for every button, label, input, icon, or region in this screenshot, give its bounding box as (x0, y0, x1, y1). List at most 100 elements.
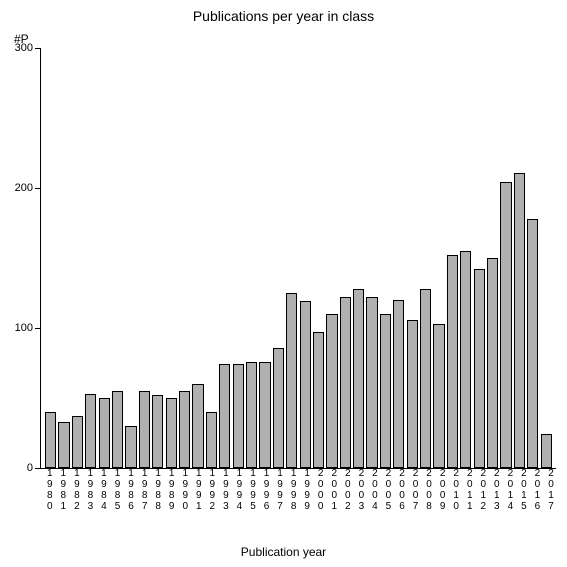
x-tick-label: 2 0 1 3 (493, 468, 501, 512)
bar (58, 422, 69, 468)
x-tick-slot: 2 0 0 2 (341, 468, 355, 512)
x-axis-label: Publication year (0, 545, 567, 559)
x-tick-label: 2 0 1 6 (533, 468, 541, 512)
bar (206, 412, 217, 468)
bar (380, 314, 391, 468)
y-tick (35, 188, 41, 189)
bar-slot (539, 48, 552, 468)
x-tick-label: 2 0 0 2 (344, 468, 352, 512)
x-tick-label: 1 9 8 3 (86, 468, 94, 512)
bar-slot (231, 48, 244, 468)
x-tick-label: 1 9 9 1 (195, 468, 203, 512)
bar (460, 251, 471, 468)
x-tick-label: 1 9 9 3 (222, 468, 230, 512)
bar-slot (258, 48, 271, 468)
bar-slot (526, 48, 539, 468)
x-tick-label: 1 9 9 7 (276, 468, 284, 512)
bar (125, 426, 136, 468)
x-tick-label: 2 0 0 8 (425, 468, 433, 512)
bar (233, 364, 244, 468)
x-tick-label: 1 9 9 2 (208, 468, 216, 512)
x-tick-slot: 2 0 0 4 (368, 468, 382, 512)
bar (99, 398, 110, 468)
x-tick-label: 2 0 1 7 (547, 468, 555, 512)
x-tick-label: 1 9 8 5 (114, 468, 122, 512)
x-tick-slot: 2 0 1 4 (504, 468, 518, 512)
x-tick-slot: 1 9 9 9 (300, 468, 314, 512)
x-tick-label: 1 9 9 9 (303, 468, 311, 512)
bar-slot (392, 48, 405, 468)
bar-slot (419, 48, 432, 468)
chart-title: Publications per year in class (0, 8, 567, 24)
bar (541, 434, 552, 468)
x-tick-label: 1 9 8 6 (127, 468, 135, 512)
x-tick-label: 2 0 0 3 (357, 468, 365, 512)
y-tick-label: 300 (15, 42, 33, 54)
bar (273, 348, 284, 468)
bar-slot (298, 48, 311, 468)
y-tick (35, 48, 41, 49)
bar (433, 324, 444, 468)
bar (72, 416, 83, 468)
x-tick-label: 1 9 9 5 (249, 468, 257, 512)
bar (407, 320, 418, 468)
bar-slot (499, 48, 512, 468)
x-tick-slot: 2 0 0 7 (409, 468, 423, 512)
bar-slot (218, 48, 231, 468)
bars-group (41, 48, 556, 468)
bar (500, 182, 511, 468)
x-tick-label: 1 9 8 4 (100, 468, 108, 512)
x-tick-slot: 2 0 0 6 (395, 468, 409, 512)
bar (192, 384, 203, 468)
x-tick-label: 1 9 8 2 (73, 468, 81, 512)
bar (179, 391, 190, 468)
bar-slot (151, 48, 164, 468)
bar-slot (486, 48, 499, 468)
bar (474, 269, 485, 468)
bar-slot (165, 48, 178, 468)
x-tick-label: 2 0 0 5 (384, 468, 392, 512)
x-tick-slot: 1 9 9 8 (287, 468, 301, 512)
x-tick-slot: 2 0 1 5 (517, 468, 531, 512)
x-tick-label: 1 9 8 1 (59, 468, 67, 512)
bar (300, 301, 311, 468)
bar-slot (406, 48, 419, 468)
x-tick-slot: 1 9 8 7 (138, 468, 152, 512)
bar-slot (178, 48, 191, 468)
x-tick-label: 2 0 0 9 (439, 468, 447, 512)
x-tick-label: 2 0 0 7 (412, 468, 420, 512)
bar-slot (285, 48, 298, 468)
x-tick-slot: 1 9 8 6 (124, 468, 138, 512)
bar (286, 293, 297, 468)
bar (366, 297, 377, 468)
x-tick-slot: 1 9 8 3 (84, 468, 98, 512)
x-tick-slot: 2 0 0 8 (422, 468, 436, 512)
y-tick-label: 100 (15, 322, 33, 334)
bar-slot (365, 48, 378, 468)
x-tick-label: 2 0 0 1 (330, 468, 338, 512)
bar (152, 395, 163, 468)
x-tick-slot: 1 9 8 0 (43, 468, 57, 512)
x-tick-label: 1 9 9 0 (181, 468, 189, 512)
bar (166, 398, 177, 468)
x-tick-slot: 1 9 8 1 (57, 468, 71, 512)
bar-slot (432, 48, 445, 468)
x-tick-slot: 2 0 1 3 (490, 468, 504, 512)
bar-slot (446, 48, 459, 468)
bar-slot (138, 48, 151, 468)
x-tick-slot: 1 9 8 8 (151, 468, 165, 512)
chart-container: Publications per year in class #P 010020… (0, 0, 567, 567)
x-tick-slot: 1 9 9 6 (260, 468, 274, 512)
bar-slot (312, 48, 325, 468)
x-tick-label: 2 0 1 0 (452, 468, 460, 512)
y-tick (35, 328, 41, 329)
x-tick-slot: 2 0 0 5 (382, 468, 396, 512)
bar (45, 412, 56, 468)
x-tick-slot: 2 0 0 0 (314, 468, 328, 512)
bar-slot (71, 48, 84, 468)
bar-slot (111, 48, 124, 468)
x-tick-label: 1 9 8 8 (154, 468, 162, 512)
x-tick-slot: 2 0 1 7 (544, 468, 558, 512)
bar-slot (245, 48, 258, 468)
bar (447, 255, 458, 468)
